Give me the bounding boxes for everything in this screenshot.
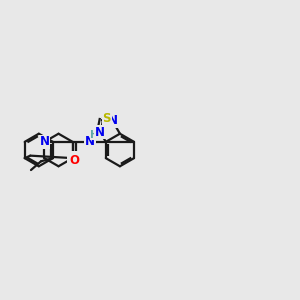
Text: N: N — [108, 114, 118, 127]
Text: O: O — [70, 154, 80, 167]
Text: S: S — [102, 112, 111, 125]
Text: N: N — [95, 125, 105, 139]
Text: N: N — [68, 152, 78, 165]
Text: N: N — [39, 135, 50, 148]
Text: H: H — [90, 130, 99, 140]
Text: N: N — [85, 135, 95, 148]
